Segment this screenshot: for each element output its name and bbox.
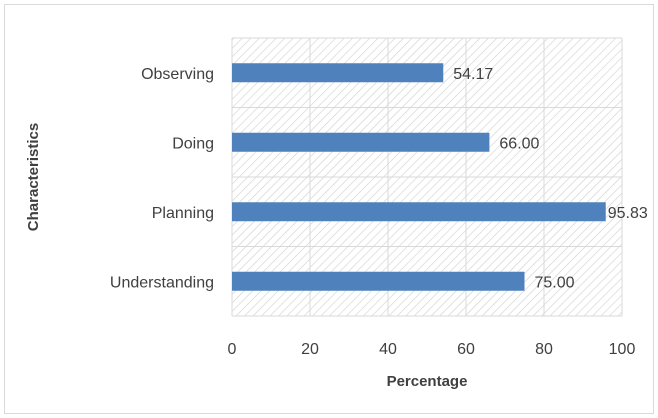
x-axis-title: Percentage [387,373,468,390]
category-label: Understanding [110,274,214,291]
bar [232,63,444,83]
category-label: Observing [141,66,214,83]
bar [232,132,490,152]
data-labels: 75.00 95.83 66.00 54.17 [453,66,648,292]
gridlines [231,37,623,317]
x-tick-label: 20 [301,341,319,358]
data-label: 95.83 [608,205,648,222]
bar [232,202,606,222]
x-tick-label: 100 [609,341,636,358]
x-tick-label: 0 [228,341,237,358]
x-tick-label: 40 [379,341,397,358]
category-label: Planning [152,205,214,222]
data-label: 75.00 [535,274,575,291]
bars [232,63,606,291]
data-label: 54.17 [453,66,493,83]
y-axis-title: Characteristics [25,123,42,231]
bar [232,271,525,291]
category-label: Doing [172,135,214,152]
x-tick-label: 60 [457,341,475,358]
category-labels: Understanding Planning Doing Observing [110,66,214,292]
data-label: 66.00 [499,135,539,152]
x-tick-labels: 0 20 40 60 80 100 [228,341,636,358]
x-tick-label: 80 [535,341,553,358]
